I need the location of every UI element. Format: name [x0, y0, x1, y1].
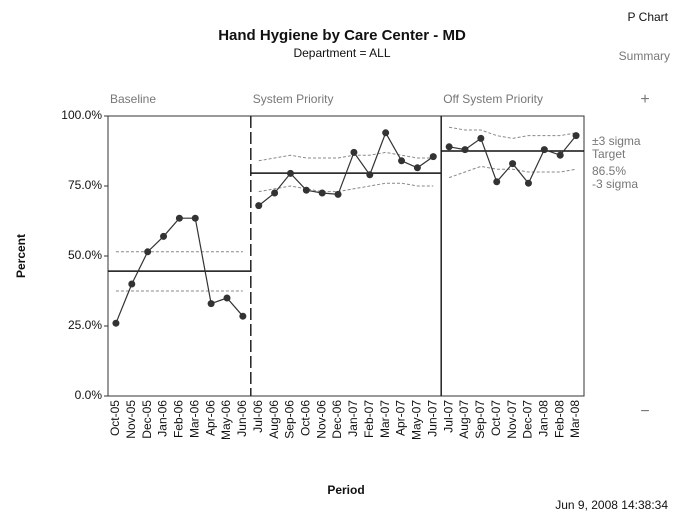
x-axis-label: Period	[327, 483, 364, 497]
data-point	[239, 312, 247, 320]
phase-label: System Priority	[253, 92, 334, 106]
data-point	[302, 186, 310, 194]
x-tick-label: May-07	[410, 400, 424, 440]
data-point	[271, 189, 279, 197]
y-axis-label: Percent	[14, 234, 28, 278]
y-tick-label: 0.0%	[75, 388, 103, 402]
data-line	[258, 131, 434, 207]
chart-kind: P Chart	[628, 10, 669, 24]
x-tick-label: Feb-06	[172, 400, 186, 438]
data-point	[445, 143, 453, 151]
data-point	[144, 248, 152, 256]
x-tick-label: Jan-07	[346, 400, 360, 437]
x-tick-label: Jan-06	[156, 400, 170, 437]
x-tick-label: Sep-06	[283, 400, 297, 439]
phase-label: Baseline	[110, 92, 156, 106]
data-point	[493, 178, 501, 186]
x-tick-label: Apr-06	[203, 400, 217, 436]
ucl-line	[258, 151, 434, 162]
annotation: ±3 sigma	[592, 134, 641, 148]
lcl-line	[258, 182, 434, 193]
x-tick-label: Mar-07	[378, 400, 392, 438]
y-tick-label: 75.0%	[68, 178, 102, 192]
annotation: Target	[592, 147, 626, 161]
data-point	[461, 146, 469, 154]
x-tick-label: Sep-07	[473, 400, 487, 439]
x-tick-label: Nov-05	[124, 400, 138, 439]
data-point	[334, 190, 342, 198]
x-tick-label: Aug-07	[457, 400, 471, 439]
x-tick-label: Oct-05	[108, 400, 122, 436]
chart-title: Hand Hygiene by Care Center - MD	[218, 27, 466, 44]
x-tick-label: May-06	[219, 400, 233, 440]
data-point	[255, 202, 263, 210]
x-tick-label: Oct-07	[489, 400, 503, 436]
data-point	[128, 280, 136, 288]
data-line	[449, 135, 577, 185]
phase-label: Off System Priority	[443, 92, 543, 106]
data-point	[160, 232, 168, 240]
x-tick-label: Jul-06	[251, 400, 265, 433]
x-tick-label: Feb-08	[552, 400, 566, 438]
data-point	[207, 300, 215, 308]
zoom-in[interactable]: +	[640, 91, 649, 108]
annotation: 86.5%	[592, 164, 626, 178]
summary-link[interactable]: Summary	[619, 49, 670, 63]
data-point	[286, 169, 294, 177]
data-point	[572, 132, 580, 140]
data-point	[477, 134, 485, 142]
chart-subtitle: Department = ALL	[293, 46, 390, 60]
x-tick-label: Mar-06	[187, 400, 201, 438]
data-point	[112, 319, 120, 327]
data-point	[540, 146, 548, 154]
data-point	[429, 153, 437, 161]
x-tick-label: Aug-06	[267, 400, 281, 439]
x-tick-label: Feb-07	[362, 400, 376, 438]
x-tick-label: Jun-06	[235, 400, 249, 437]
data-point	[524, 179, 532, 187]
data-point	[366, 171, 374, 179]
x-tick-label: Nov-06	[314, 400, 328, 439]
x-tick-label: Apr-07	[394, 400, 408, 436]
x-tick-label: Dec-05	[140, 400, 154, 439]
annotation: -3 sigma	[592, 177, 638, 191]
timestamp: Jun 9, 2008 14:38:34	[555, 498, 668, 512]
y-tick-label: 25.0%	[68, 318, 102, 332]
data-point	[398, 157, 406, 165]
x-tick-label: Jun-07	[425, 400, 439, 437]
data-point	[382, 129, 390, 137]
data-point	[350, 148, 358, 156]
data-point	[413, 164, 421, 172]
x-tick-label: Mar-08	[568, 400, 582, 438]
x-tick-label: Oct-06	[299, 400, 313, 436]
plot-frame	[107, 115, 585, 397]
data-point	[509, 160, 517, 168]
lcl-line	[448, 165, 577, 179]
data-point	[556, 151, 564, 159]
x-tick-label: Nov-07	[505, 400, 519, 439]
y-tick-label: 100.0%	[61, 108, 102, 122]
x-tick-label: Jul-07	[441, 400, 455, 433]
zoom-out[interactable]: −	[640, 403, 649, 420]
data-point	[175, 214, 183, 222]
y-tick-label: 50.0%	[68, 248, 102, 262]
x-tick-label: Jan-08	[537, 400, 551, 437]
data-point	[223, 294, 231, 302]
ucl-line	[449, 126, 577, 139]
data-point	[191, 214, 199, 222]
x-tick-label: Dec-06	[330, 400, 344, 439]
data-point	[318, 189, 326, 197]
x-tick-label: Dec-07	[521, 400, 535, 439]
